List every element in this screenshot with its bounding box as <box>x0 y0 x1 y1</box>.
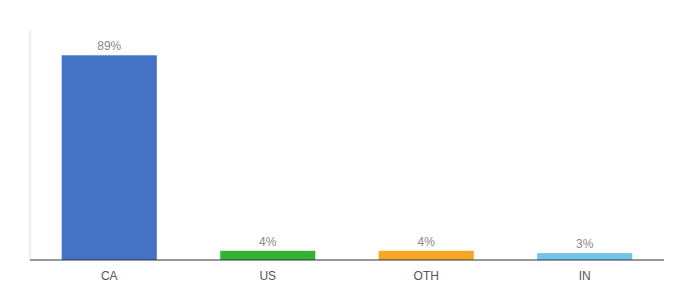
data-label: 3% <box>576 237 594 251</box>
chart-container: 89% 4% 4% 3% CA US OTH IN <box>0 0 680 300</box>
bar <box>62 55 157 260</box>
x-tick-label: US <box>259 269 276 283</box>
bar <box>220 251 315 260</box>
y-axis-line <box>30 30 31 260</box>
data-label: 4% <box>259 235 277 249</box>
x-tick-label: CA <box>101 269 118 283</box>
bar <box>537 253 632 260</box>
chart: 89% 4% 4% 3% CA US OTH IN <box>0 0 680 300</box>
x-tick-label: OTH <box>414 269 439 283</box>
x-axis-line <box>30 259 664 260</box>
data-label: 4% <box>418 235 436 249</box>
data-label: 89% <box>97 39 121 53</box>
x-tick-label: IN <box>579 269 591 283</box>
bar <box>379 251 474 260</box>
bars <box>62 55 633 260</box>
